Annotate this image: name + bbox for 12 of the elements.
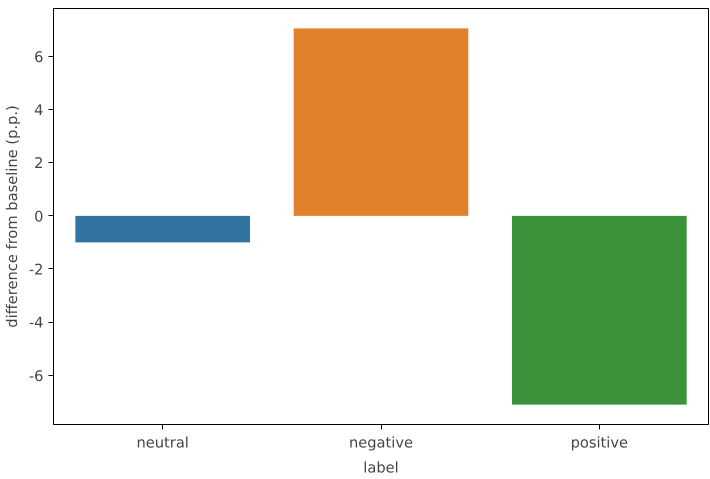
y-tick-label: -6 [28, 368, 44, 385]
y-axis-title: difference from baseline (p.p.) [4, 105, 21, 328]
x-axis-title: label [363, 460, 399, 476]
y-tick-label: 2 [34, 155, 44, 172]
y-tick-label: -2 [28, 262, 44, 278]
x-tick-label: positive [570, 434, 628, 452]
y-tick-label: -4 [28, 314, 44, 332]
y-tick-label: 4 [34, 102, 44, 120]
y-tick-label: 0 [34, 208, 44, 226]
x-tick-label: negative [348, 434, 414, 452]
y-tick-label: 6 [34, 48, 44, 66]
x-tick-label: neutral [136, 434, 189, 452]
